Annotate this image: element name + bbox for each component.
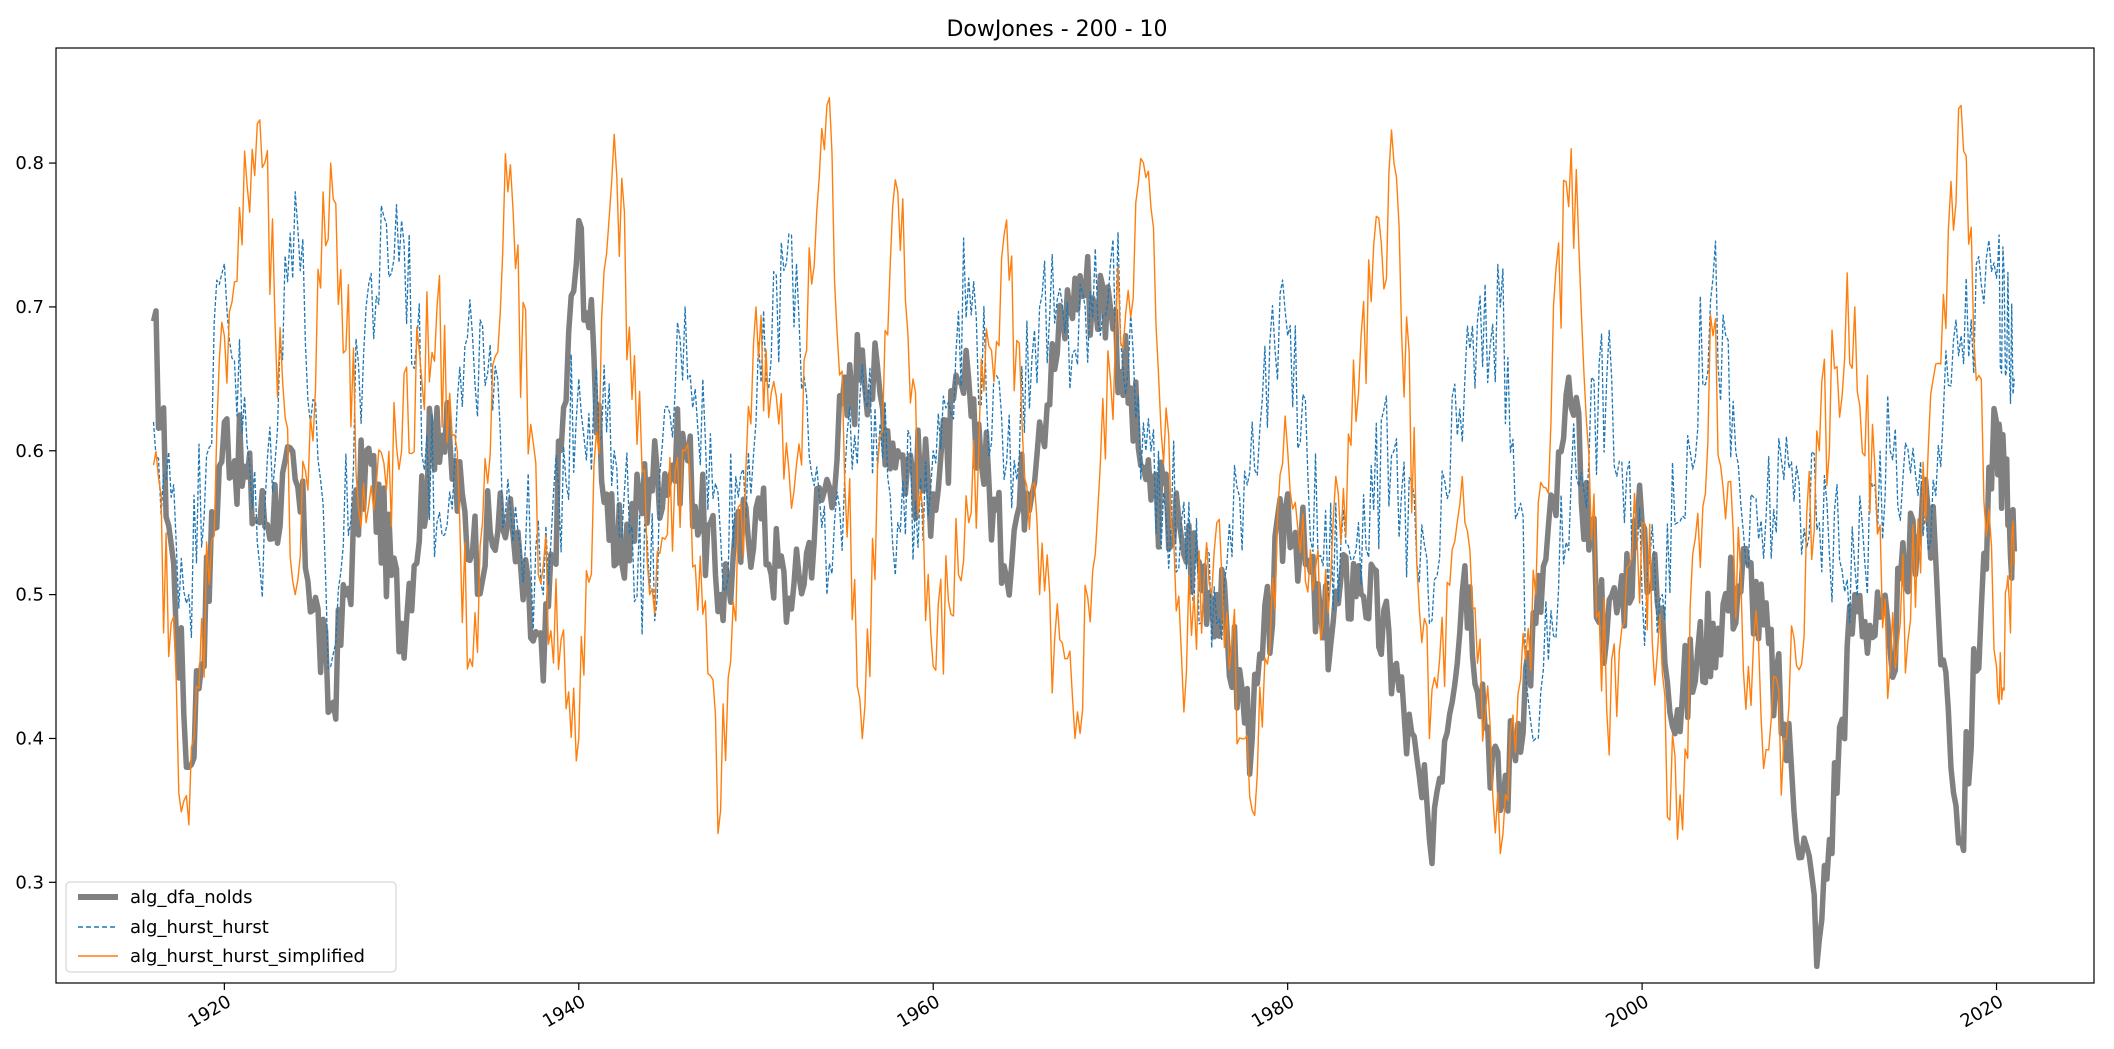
y-axis: 0.3 0.4 0.5 0.6 0.7 0.8	[15, 153, 56, 893]
y-tick-label: 0.4	[15, 728, 44, 749]
series-layer	[150, 97, 2018, 970]
y-tick-label: 0.8	[15, 153, 44, 174]
plot-frame	[55, 47, 2095, 984]
legend: alg_dfa_nolds alg_hurst_hurst alg_hurst_…	[65, 881, 397, 973]
y-tick-label: 0.5	[15, 585, 44, 606]
legend-label-alg-dfa-nolds: alg_dfa_nolds	[130, 887, 252, 908]
chart-title: DowJones - 200 - 10	[946, 17, 1167, 42]
series-line-alg-hurst-hurst-simplified	[152, 97, 2015, 855]
series-line-alg-hurst-hurst	[152, 191, 2015, 742]
legend-box	[65, 881, 397, 973]
y-tick-label: 0.3	[15, 872, 44, 893]
series-line-alg-dfa-nolds	[150, 217, 2018, 970]
y-tick-label: 0.7	[15, 297, 44, 318]
legend-label-alg-hurst-hurst-simplified: alg_hurst_hurst_simplified	[130, 946, 365, 967]
y-tick-label: 0.6	[15, 441, 44, 462]
legend-label-alg-hurst-hurst: alg_hurst_hurst	[130, 917, 269, 938]
plot-area	[55, 47, 2095, 984]
